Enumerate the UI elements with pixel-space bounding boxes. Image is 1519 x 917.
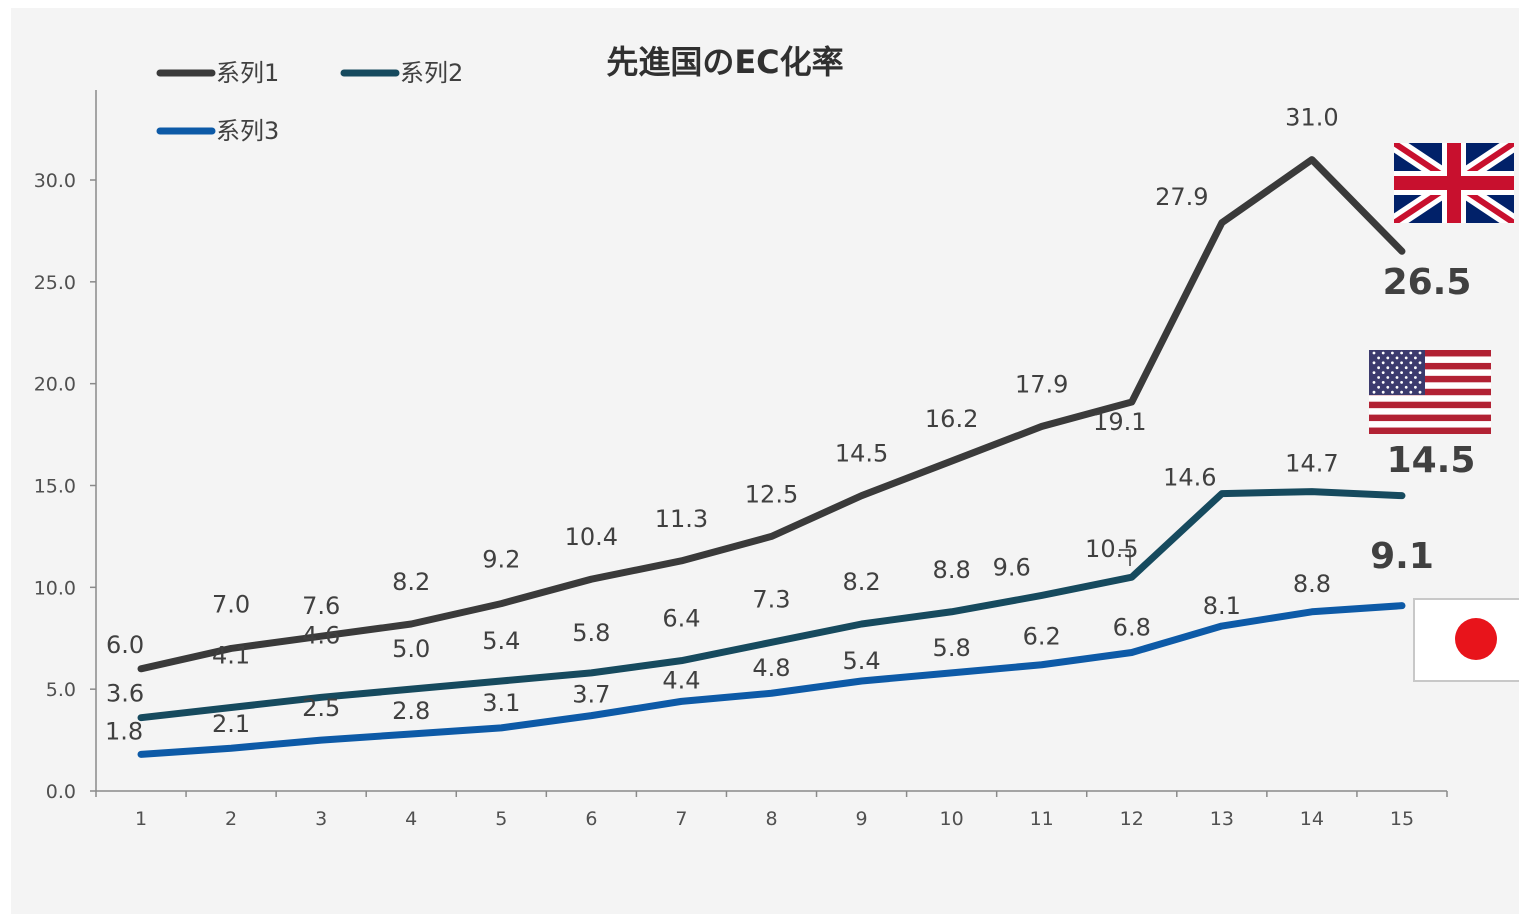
y-tick-label: 0.0 [46,781,76,803]
data-label: 3.1 [482,689,520,717]
x-tick-label: 10 [940,808,964,830]
data-label: 5.8 [933,634,971,662]
data-label: 2.1 [212,710,250,738]
japan-flag-icon [1413,598,1519,682]
data-label: 16.2 [925,405,978,433]
x-tick-label: 2 [225,808,237,830]
data-label: 6.2 [1023,623,1061,651]
x-tick-label: 3 [315,808,327,830]
data-label: 3.6 [106,680,144,708]
data-label: 9.6 [993,553,1031,581]
legend-item-series1: 系列1 [156,59,279,87]
x-tick-label: 13 [1210,808,1234,830]
x-tick-label: 14 [1300,808,1324,830]
x-tick-label: 7 [675,808,687,830]
data-label: 5.4 [482,627,520,655]
legend-item-series2: 系列2 [340,59,463,87]
x-tick-label: 4 [405,808,417,830]
y-tick-label: 30.0 [34,170,76,192]
y-tick-label: 20.0 [34,374,76,396]
x-tick-label: 6 [585,808,597,830]
axes [95,90,1447,792]
data-label: 8.2 [842,568,880,596]
y-tick-label: 25.0 [34,272,76,294]
data-label: 4.1 [212,641,250,669]
data-label: 6.4 [662,605,700,633]
data-label: 6.8 [1113,614,1151,642]
data-label: 6.0 [106,631,144,659]
x-tick-label: 12 [1120,808,1144,830]
us-flag-icon [1369,350,1491,434]
y-tick-label: 5.0 [46,679,76,701]
data-label: 5.0 [392,635,430,663]
legend-label-series1: 系列1 [216,59,279,87]
data-label: 8.8 [1293,570,1331,598]
x-tick-label: 5 [495,808,507,830]
end-label-japan: 9.1 [1370,536,1434,577]
data-label: 7.6 [302,592,340,620]
data-label: 27.9 [1155,183,1208,211]
data-label: 14.6 [1163,464,1216,492]
data-label: 3.7 [572,681,610,709]
data-label: 19.1 [1093,408,1146,436]
data-label: 14.7 [1285,450,1338,478]
legend-label-series2: 系列2 [400,59,463,87]
legend-label-series3: 系列3 [216,117,279,145]
series-line-3 [137,602,1406,758]
x-tick-label: 11 [1030,808,1054,830]
data-label: 7.3 [752,585,790,613]
legend-item-series3: 系列3 [156,117,279,145]
data-label: 4.8 [752,654,790,682]
data-labels: 6.0 7.0 7.6 8.2 9.2 10.4 11.3 12.5 14.5 16.2 17.9 1… [105,104,1339,746]
data-label: 5.4 [842,647,880,675]
x-tick-label: 15 [1390,808,1414,830]
leader-line [1119,549,1131,566]
data-label: 11.3 [655,505,708,533]
data-label: 8.2 [392,568,430,596]
chart-area [11,8,1519,914]
data-label: 4.4 [662,666,700,694]
data-label: 10.4 [565,523,618,551]
data-label: 12.5 [745,480,798,508]
end-label-uk: 26.5 [1383,262,1472,303]
x-tick-label: 9 [856,808,868,830]
y-axis-ticks: 0.0 5.0 10.0 15.0 20.0 25.0 30.0 [34,170,96,803]
x-axis-ticks: 1 2 3 4 5 6 7 8 9 10 11 12 13 14 15 [95,791,1448,830]
data-label: 14.5 [835,440,888,468]
data-label: 17.9 [1015,370,1068,398]
x-tick-label: 1 [135,808,147,830]
end-label-us: 14.5 [1387,440,1476,481]
chart-title: 先進国のEC化率 [606,43,843,81]
data-label: 1.8 [105,717,143,745]
data-label: 2.5 [302,694,340,722]
data-label: 31.0 [1285,104,1338,132]
data-label: 2.8 [392,697,430,725]
data-label: 8.8 [933,556,971,584]
series-line-2 [137,488,1406,722]
x-tick-label: 8 [765,808,777,830]
data-label: 9.2 [482,546,520,574]
series-line-1 [137,156,1406,673]
data-label: 8.1 [1203,592,1241,620]
data-label: 5.8 [572,619,610,647]
legend: 系列1 系列2 系列3 [156,59,463,145]
data-label: 4.6 [302,621,340,649]
y-tick-label: 15.0 [34,476,76,498]
y-tick-label: 10.0 [34,577,76,599]
uk-flag-icon [1394,143,1514,223]
data-label: 7.0 [212,590,250,618]
series-lines [137,156,1406,758]
